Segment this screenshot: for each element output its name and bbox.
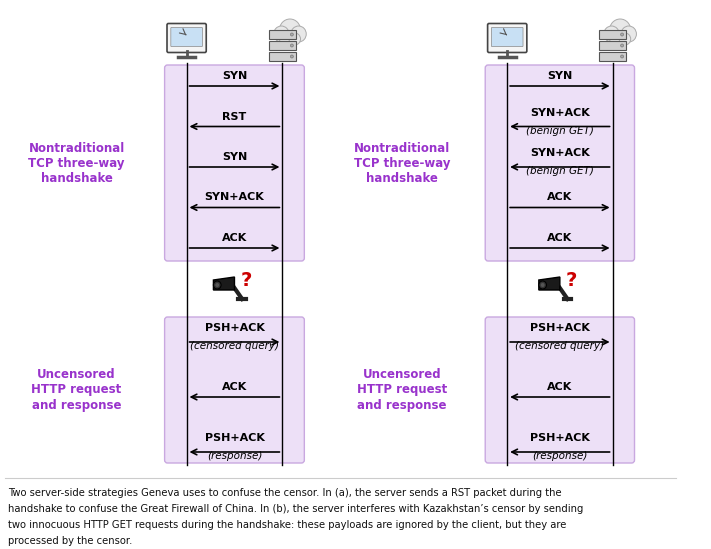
Circle shape xyxy=(279,33,291,45)
Text: (response): (response) xyxy=(532,451,587,461)
Text: ?: ? xyxy=(566,272,577,290)
Text: SYN: SYN xyxy=(222,71,247,81)
Circle shape xyxy=(215,283,219,287)
FancyBboxPatch shape xyxy=(171,27,203,47)
Circle shape xyxy=(621,55,624,58)
Circle shape xyxy=(291,33,294,36)
Circle shape xyxy=(621,26,636,42)
Polygon shape xyxy=(213,277,235,290)
Polygon shape xyxy=(539,277,560,290)
FancyBboxPatch shape xyxy=(167,24,206,53)
Text: ?: ? xyxy=(240,272,252,290)
Text: Uncensored
HTTP request
and response: Uncensored HTTP request and response xyxy=(31,368,122,412)
Text: (benign GET): (benign GET) xyxy=(526,166,594,176)
Text: PSH+ACK: PSH+ACK xyxy=(205,323,264,333)
Text: PSH+ACK: PSH+ACK xyxy=(205,433,264,443)
Circle shape xyxy=(291,26,306,42)
Text: ACK: ACK xyxy=(222,233,247,243)
Circle shape xyxy=(289,33,301,45)
FancyBboxPatch shape xyxy=(269,52,296,61)
FancyBboxPatch shape xyxy=(488,24,527,53)
Text: RST: RST xyxy=(223,111,247,121)
FancyBboxPatch shape xyxy=(269,41,296,50)
Circle shape xyxy=(614,32,627,46)
Circle shape xyxy=(539,281,547,289)
Circle shape xyxy=(609,19,631,41)
Circle shape xyxy=(213,281,221,289)
Text: PSH+ACK: PSH+ACK xyxy=(530,433,590,443)
Circle shape xyxy=(621,33,624,36)
Text: Two server-side strategies Geneva uses to confuse the censor. In (a), the server: Two server-side strategies Geneva uses t… xyxy=(8,488,561,498)
Text: SYN+ACK: SYN+ACK xyxy=(205,193,264,203)
Circle shape xyxy=(621,44,624,47)
FancyBboxPatch shape xyxy=(599,30,626,39)
FancyBboxPatch shape xyxy=(599,52,626,61)
FancyBboxPatch shape xyxy=(599,41,626,50)
Text: (response): (response) xyxy=(207,451,262,461)
Text: (censored query): (censored query) xyxy=(190,341,279,351)
Circle shape xyxy=(274,26,289,42)
Text: ACK: ACK xyxy=(547,233,572,243)
Text: (censored query): (censored query) xyxy=(515,341,604,351)
FancyBboxPatch shape xyxy=(485,65,634,261)
Text: SYN+ACK: SYN+ACK xyxy=(530,148,589,158)
Text: two innocuous HTTP GET requests during the handshake: these payloads are ignored: two innocuous HTTP GET requests during t… xyxy=(8,520,566,530)
Text: Uncensored
HTTP request
and response: Uncensored HTTP request and response xyxy=(357,368,447,412)
Text: processed by the censor.: processed by the censor. xyxy=(8,536,132,546)
Text: SYN: SYN xyxy=(547,71,572,81)
Circle shape xyxy=(283,32,296,46)
Circle shape xyxy=(541,283,545,287)
Text: Nontraditional
TCP three-way
handshake: Nontraditional TCP three-way handshake xyxy=(28,142,125,184)
FancyBboxPatch shape xyxy=(165,65,304,261)
Text: handshake to confuse the Great Firewall of China. In (b), the server interferes : handshake to confuse the Great Firewall … xyxy=(8,504,583,514)
Circle shape xyxy=(604,26,619,42)
Text: ACK: ACK xyxy=(547,382,572,392)
Text: (benign GET): (benign GET) xyxy=(526,126,594,136)
Text: SYN+ACK: SYN+ACK xyxy=(530,108,589,117)
FancyBboxPatch shape xyxy=(269,30,296,39)
Text: ACK: ACK xyxy=(222,382,247,392)
Text: SYN: SYN xyxy=(222,152,247,162)
FancyBboxPatch shape xyxy=(485,317,634,463)
FancyBboxPatch shape xyxy=(165,317,304,463)
Text: PSH+ACK: PSH+ACK xyxy=(530,323,590,333)
Circle shape xyxy=(609,33,621,45)
Circle shape xyxy=(291,55,294,58)
FancyBboxPatch shape xyxy=(491,27,523,47)
Text: Nontraditional
TCP three-way
handshake: Nontraditional TCP three-way handshake xyxy=(353,142,450,184)
Circle shape xyxy=(291,44,294,47)
Circle shape xyxy=(619,33,631,45)
Text: ACK: ACK xyxy=(547,193,572,203)
Circle shape xyxy=(279,19,301,41)
